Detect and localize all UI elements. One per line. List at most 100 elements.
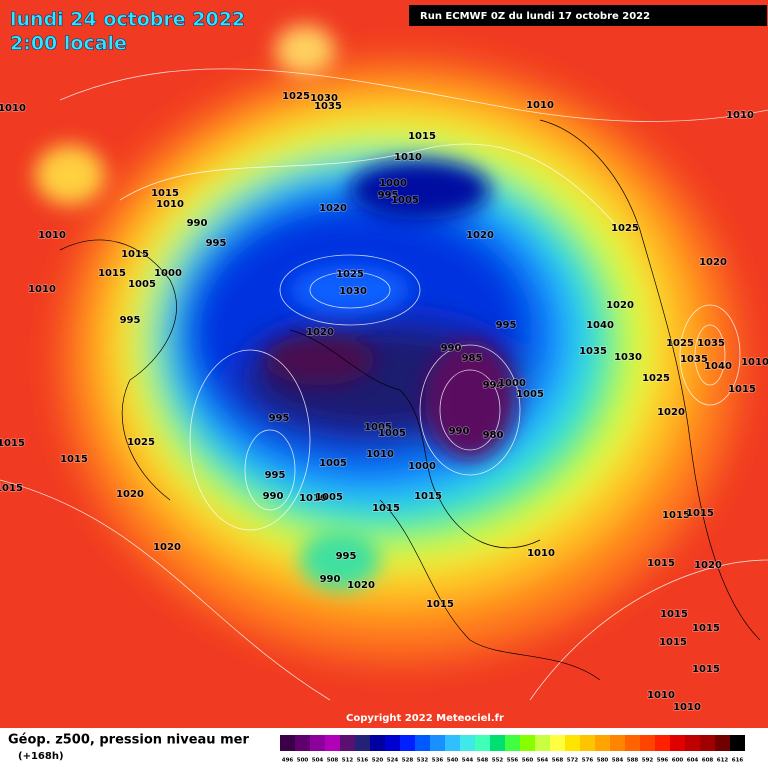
colorbar-swatch xyxy=(370,735,385,751)
colorbar-label: 556 xyxy=(507,758,519,764)
colorbar: 496 500 504 508 512 516 520 524 528 532 536 540 544 5… xyxy=(280,735,745,764)
isobar-label: 990 xyxy=(263,491,284,502)
colorbar-label: 532 xyxy=(417,758,429,764)
isobar-label: 1010 xyxy=(526,100,554,111)
isobar-label: 1015 xyxy=(660,609,688,620)
isobar-label: 995 xyxy=(120,315,141,326)
isobar-label: 1010 xyxy=(299,493,327,504)
colorbar-swatch xyxy=(535,735,550,751)
colorbar-label: 588 xyxy=(627,758,639,764)
isobar-label: 1000 xyxy=(408,461,436,472)
isobar-label: 1010 xyxy=(38,230,66,241)
colorbar-label: 512 xyxy=(342,758,354,764)
isobar-label: 995 xyxy=(496,320,517,331)
colorbar-label: 540 xyxy=(447,758,459,764)
colorbar-swatch xyxy=(625,735,640,751)
isobar-label: 995 xyxy=(378,190,399,201)
isobar-label: 995 xyxy=(206,238,227,249)
colorbar-swatch xyxy=(610,735,625,751)
isobar-label: 1005 xyxy=(319,458,347,469)
colorbar-swatch xyxy=(655,735,670,751)
valid-date: lundi 24 octobre 2022 xyxy=(10,9,245,31)
isobar-label: 1020 xyxy=(466,230,494,241)
colorbar-label: 600 xyxy=(672,758,684,764)
isobar-label: 995 xyxy=(336,551,357,562)
colorbar-label: 616 xyxy=(732,758,744,764)
forecast-hour: (+168h) xyxy=(18,751,64,762)
isobar-label: 1010 xyxy=(741,357,768,368)
colorbar-swatch xyxy=(295,735,310,751)
colorbar-swatch xyxy=(430,735,445,751)
colorbar-swatch xyxy=(325,735,340,751)
colorbar-swatch xyxy=(520,735,535,751)
isobar-label: 995 xyxy=(265,470,286,481)
isobar-label: 990 xyxy=(320,574,341,585)
colorbar-label: 612 xyxy=(717,758,729,764)
isobar-label: 1030 xyxy=(614,352,642,363)
colorbar-label: 544 xyxy=(462,758,474,764)
colorbar-label: 596 xyxy=(657,758,669,764)
isobar-label: 1000 xyxy=(379,178,407,189)
isobar-label: 1035 xyxy=(314,101,342,112)
isobar-label: 1015 xyxy=(692,623,720,634)
isobar-label: 1010 xyxy=(726,110,754,121)
isobar-label: 1010 xyxy=(527,548,555,559)
isobar-label: 1040 xyxy=(586,320,614,331)
isobar-label: 1020 xyxy=(606,300,634,311)
coastlines xyxy=(59,119,761,681)
isobar-label: 1025 xyxy=(336,269,364,280)
isobar-label: 1015 xyxy=(60,454,88,465)
isobar-label: 1020 xyxy=(699,257,727,268)
isobar-label: 994 xyxy=(483,380,504,391)
colorbar-swatch xyxy=(280,735,295,751)
colorbar-swatch xyxy=(490,735,505,751)
isobar-label: 1020 xyxy=(347,580,375,591)
isobar-label: 1030 xyxy=(310,93,338,104)
isobar-label: 1005 xyxy=(315,492,343,503)
isobar-label: 1020 xyxy=(694,560,722,571)
colorbar-label: 572 xyxy=(567,758,579,764)
isobar-label: 1015 xyxy=(662,510,690,521)
isobar-label: 1015 xyxy=(728,384,756,395)
colorbar-label: 560 xyxy=(522,758,534,764)
colorbar-swatch xyxy=(340,735,355,751)
colorbar-swatch xyxy=(670,735,685,751)
isobar-label: 990 xyxy=(187,218,208,229)
isobar-label: 1015 xyxy=(151,188,179,199)
colorbar-label: 592 xyxy=(642,758,654,764)
isobar-label: 1025 xyxy=(642,373,670,384)
isobar-label: 1015 xyxy=(408,131,436,142)
isobar-label: 1020 xyxy=(657,407,685,418)
isobar-label: 1020 xyxy=(116,489,144,500)
colorbar-label: 508 xyxy=(327,758,339,764)
colorbar-swatch xyxy=(580,735,595,751)
colorbar-swatch xyxy=(400,735,415,751)
colorbar-label: 568 xyxy=(552,758,564,764)
isobar-label: 1015 xyxy=(372,503,400,514)
colorbar-swatch xyxy=(355,735,370,751)
isobar-label: 1010 xyxy=(647,690,675,701)
isobar-label: 1005 xyxy=(128,279,156,290)
colorbar-swatch xyxy=(475,735,490,751)
colorbar-swatch xyxy=(595,735,610,751)
isobar-label: 1040 xyxy=(704,361,732,372)
isobar-label: 1015 xyxy=(414,491,442,502)
colorbar-label: 516 xyxy=(357,758,369,764)
isobar-label: 1015 xyxy=(426,599,454,610)
isobar-label: 1030 xyxy=(339,286,367,297)
isobar-label: 1010 xyxy=(0,103,26,114)
colorbar-label: 576 xyxy=(582,758,594,764)
colorbar-swatch xyxy=(445,735,460,751)
colorbar-label: 524 xyxy=(387,758,399,764)
isobar-label: 1020 xyxy=(306,327,334,338)
colorbar-swatch xyxy=(730,735,745,751)
colorbar-label: 552 xyxy=(492,758,504,764)
colorbar-label: 564 xyxy=(537,758,549,764)
isobar-label: 1015 xyxy=(98,268,126,279)
isobar-label: 1015 xyxy=(686,508,714,519)
isobar-label: 995 xyxy=(269,413,290,424)
colorbar-label: 504 xyxy=(312,758,324,764)
colorbar-swatch xyxy=(565,735,580,751)
